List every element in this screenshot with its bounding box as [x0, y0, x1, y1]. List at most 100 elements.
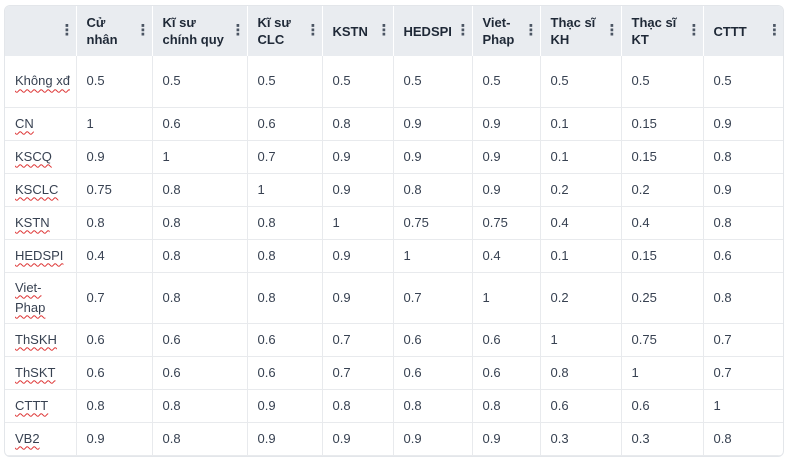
table-cell: 0.7	[76, 272, 153, 324]
data-table: ⋮ Cử nhân ⋮ Kĩ sư chính quy ⋮ Kĩ sư CLC ⋮ KSTN ⋮…	[5, 6, 783, 456]
column-menu-icon[interactable]: ⋮	[305, 22, 321, 39]
table-cell: 0.75	[621, 323, 704, 357]
table-cell: 1	[703, 389, 783, 423]
table-cell: 0.9	[393, 140, 473, 174]
column-header[interactable]: ⋮	[5, 6, 77, 56]
column-menu-icon[interactable]: ⋮	[135, 22, 151, 39]
table-cell: 0.8	[322, 389, 394, 423]
table-cell: 1	[247, 173, 323, 207]
table-row: CN 1 0.6 0.6 0.8 0.9 0.9 0.1 0.15 0.9	[5, 107, 783, 141]
table-cell: 1	[472, 272, 541, 324]
table-cell: 0.8	[152, 422, 248, 456]
table-cell: 0.1	[540, 140, 622, 174]
column-menu-icon[interactable]: ⋮	[230, 22, 246, 39]
row-label-cell: ThSKH	[5, 323, 77, 357]
table-cell: 0.8	[703, 140, 783, 174]
table-cell: 0.9	[322, 173, 394, 207]
table-cell: 0.8	[247, 206, 323, 240]
row-label-cell: HEDSPI	[5, 239, 77, 273]
table-cell: 0.6	[703, 239, 783, 273]
table-cell: 0.7	[703, 323, 783, 357]
table-cell: 0.9	[76, 422, 153, 456]
row-label: CN	[15, 115, 34, 131]
table-cell: 0.8	[540, 356, 622, 390]
table-cell: 0.6	[247, 356, 323, 390]
table-cell: 0.6	[247, 107, 323, 141]
table-cell: 0.3	[540, 422, 622, 456]
column-header[interactable]: Kĩ sư chính quy ⋮	[152, 6, 248, 56]
table-cell: 0.9	[472, 107, 541, 141]
column-header-label: Thạc sĩ KH	[550, 15, 596, 47]
column-menu-icon[interactable]: ⋮	[523, 22, 539, 39]
column-header-label: KSTN	[332, 23, 368, 39]
table-cell: 0.8	[472, 389, 541, 423]
table-cell: 0.5	[703, 56, 783, 108]
table-cell: 1	[393, 239, 473, 273]
row-label: HEDSPI	[15, 247, 64, 263]
table-cell: 0.6	[472, 323, 541, 357]
table-cell: 0.9	[393, 422, 473, 456]
row-label: Không xđ	[15, 73, 70, 89]
table-cell: 0.15	[621, 239, 704, 273]
column-header[interactable]: Kĩ sư CLC ⋮	[247, 6, 323, 56]
column-header[interactable]: Cử nhân ⋮	[76, 6, 153, 56]
table-cell: 0.8	[703, 272, 783, 324]
column-header-label: Thạc sĩ KT	[631, 15, 677, 47]
column-header[interactable]: HEDSPI ⋮	[393, 6, 473, 56]
table-cell: 0.6	[393, 323, 473, 357]
column-menu-icon[interactable]: ⋮	[455, 22, 471, 39]
column-header[interactable]: KSTN ⋮	[322, 6, 394, 56]
table-row: KSCLC 0.75 0.8 1 0.9 0.8 0.9 0.2 0.2 0.9	[5, 173, 783, 207]
column-menu-icon[interactable]: ⋮	[767, 22, 782, 39]
table-cell: 0.4	[76, 239, 153, 273]
table-cell: 0.8	[393, 173, 473, 207]
table-cell: 0.9	[322, 239, 394, 273]
table-cell: 0.6	[393, 356, 473, 390]
table-cell: 0.7	[247, 140, 323, 174]
table-cell: 0.2	[621, 173, 704, 207]
table-cell: 0.6	[152, 323, 248, 357]
table-cell: 0.6	[247, 323, 323, 357]
table-cell: 0.2	[540, 173, 622, 207]
table-cell: 0.6	[76, 323, 153, 357]
table-cell: 0.8	[322, 107, 394, 141]
table-header: ⋮ Cử nhân ⋮ Kĩ sư chính quy ⋮ Kĩ sư CLC ⋮ KSTN ⋮…	[5, 6, 783, 56]
row-label-cell: VB2	[5, 422, 77, 456]
column-menu-icon[interactable]: ⋮	[59, 22, 75, 39]
table-body: Không xđ 0.5 0.5 0.5 0.5 0.5 0.5 0.5 0.5 0.5 CN 1 0.…	[5, 56, 783, 456]
table-cell: 0.8	[703, 206, 783, 240]
table-cell: 0.8	[247, 239, 323, 273]
row-label: ThSKT	[15, 364, 56, 380]
column-header[interactable]: CTTT ⋮	[703, 6, 783, 56]
table-cell: 0.4	[540, 206, 622, 240]
table-cell: 0.9	[76, 140, 153, 174]
table-cell: 0.4	[621, 206, 704, 240]
table-cell: 0.5	[540, 56, 622, 108]
table-cell: 0.75	[472, 206, 541, 240]
table-cell: 0.8	[152, 206, 248, 240]
column-menu-icon[interactable]: ⋮	[376, 22, 392, 39]
table-cell: 1	[152, 140, 248, 174]
table-cell: 0.8	[152, 239, 248, 273]
table-cell: 0.6	[152, 356, 248, 390]
table-cell: 0.7	[703, 356, 783, 390]
table-cell: 0.7	[393, 272, 473, 324]
table-cell: 0.6	[152, 107, 248, 141]
table-cell: 0.1	[540, 107, 622, 141]
column-header[interactable]: Viet-Phap ⋮	[472, 6, 541, 56]
table-cell: 0.6	[472, 356, 541, 390]
row-label-cell: KSCQ	[5, 140, 77, 174]
column-header[interactable]: Thạc sĩ KH ⋮	[540, 6, 622, 56]
table-cell: 0.8	[703, 422, 783, 456]
column-menu-icon[interactable]: ⋮	[604, 22, 620, 39]
column-header[interactable]: Thạc sĩ KT ⋮	[621, 6, 704, 56]
table-cell: 0.5	[152, 56, 248, 108]
table-cell: 0.6	[540, 389, 622, 423]
row-label: KSCQ	[15, 148, 52, 164]
table-cell: 0.9	[247, 389, 323, 423]
table-cell: 0.2	[540, 272, 622, 324]
table-cell: 0.15	[621, 107, 704, 141]
column-menu-icon[interactable]: ⋮	[686, 22, 702, 39]
table-cell: 1	[540, 323, 622, 357]
table-cell: 0.7	[322, 323, 394, 357]
